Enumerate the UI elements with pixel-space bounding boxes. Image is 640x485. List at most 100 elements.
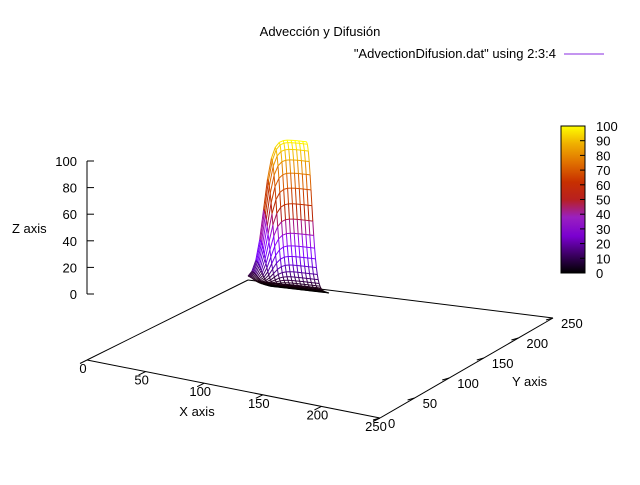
surface-line (304, 151, 305, 161)
surface-line (266, 220, 267, 227)
surface-line (296, 204, 297, 219)
surface-line (286, 220, 287, 234)
surface-line (290, 233, 291, 246)
x-tick-label: 150 (248, 396, 270, 411)
x-axis-label: X axis (179, 404, 215, 419)
surface-line (323, 290, 324, 291)
z-tick-label: 20 (63, 260, 77, 275)
surface-line (259, 266, 260, 268)
surface-line (291, 286, 292, 287)
surface-line (313, 267, 314, 274)
surface-line (287, 286, 288, 287)
surface-line (297, 219, 298, 233)
surface-line (313, 274, 314, 279)
surface-line (267, 282, 268, 283)
surface-line (270, 236, 274, 250)
surface-line (279, 239, 280, 250)
surface-line (288, 286, 289, 287)
surface-line (276, 150, 277, 156)
surface-line (289, 149, 290, 159)
x-tick-label: 50 (134, 373, 148, 388)
surface-line (296, 257, 297, 266)
surface-line (305, 220, 306, 234)
surface-line (301, 161, 302, 174)
surface-line (282, 284, 283, 285)
surface-line (261, 259, 265, 271)
surface-line (308, 258, 309, 267)
surface-line (265, 214, 266, 219)
x-tick-label: 0 (79, 361, 86, 376)
surface-line (278, 274, 279, 278)
surface-line (284, 188, 288, 189)
surface-line (312, 206, 313, 221)
surface-line (277, 283, 278, 284)
surface-line (290, 272, 291, 277)
y-axis-label: Y axis (512, 374, 548, 389)
surface-line (277, 263, 278, 269)
surface-line (265, 259, 266, 264)
z-tick-label: 80 (63, 181, 77, 196)
surface-line (255, 273, 256, 274)
surface-line (292, 204, 293, 219)
surface-line (250, 277, 251, 278)
surface-line (279, 285, 280, 286)
surface-line (279, 235, 283, 239)
surface-line (307, 247, 308, 258)
surface-line (283, 247, 284, 257)
surface-line (254, 272, 255, 273)
surface-line (268, 272, 269, 275)
surface-line (263, 275, 264, 277)
surface-line (295, 287, 296, 288)
surface-line (261, 271, 262, 273)
surface-line (319, 290, 320, 291)
surface-line (267, 268, 268, 272)
surface-line (268, 283, 269, 284)
surface-line (284, 143, 285, 150)
surface-line (316, 259, 317, 268)
surface-line (262, 242, 263, 245)
surface-line (295, 286, 296, 287)
surface-line (311, 289, 312, 290)
chart-title: Advección y Difusión (260, 24, 381, 39)
surface-line (284, 257, 288, 258)
surface-line (309, 221, 310, 235)
surface-line (313, 221, 314, 235)
surface-line (294, 272, 295, 277)
surface-line (275, 147, 276, 149)
surface-line (263, 250, 264, 255)
colorbar-tick-label: 30 (596, 222, 610, 237)
colorbar-tick-label: 100 (596, 119, 618, 134)
surface-line (274, 274, 278, 277)
y-tick-label: 0 (388, 416, 395, 431)
surface-line (253, 279, 254, 280)
surface-line (280, 143, 284, 145)
surface-line (269, 186, 270, 194)
surface-line (293, 265, 294, 272)
colorbar-tick-label: 10 (596, 251, 610, 266)
surface-line (294, 160, 295, 173)
surface-line (317, 274, 318, 279)
surface-line (285, 150, 286, 160)
surface-line (280, 192, 281, 207)
surface-line (295, 188, 296, 204)
surface-line (271, 246, 275, 257)
surface-line (281, 152, 282, 162)
surface-line (303, 247, 304, 258)
surface-line (272, 255, 276, 263)
surface-line (280, 259, 281, 267)
surface-line (283, 277, 284, 280)
surface-line (272, 283, 273, 284)
legend-label: "AdvectionDifusion.dat" using 2:3:4 (354, 46, 556, 61)
y-axis-line (380, 318, 553, 418)
surface-line (266, 264, 267, 268)
surface-line (274, 277, 275, 280)
surface-line (310, 235, 311, 248)
surface-line (262, 246, 263, 250)
surface-line (310, 288, 311, 289)
surface-line (271, 203, 272, 214)
surface-line (262, 282, 263, 283)
surface-line (276, 281, 280, 282)
surface-line (285, 265, 286, 271)
surface-line (272, 200, 276, 214)
